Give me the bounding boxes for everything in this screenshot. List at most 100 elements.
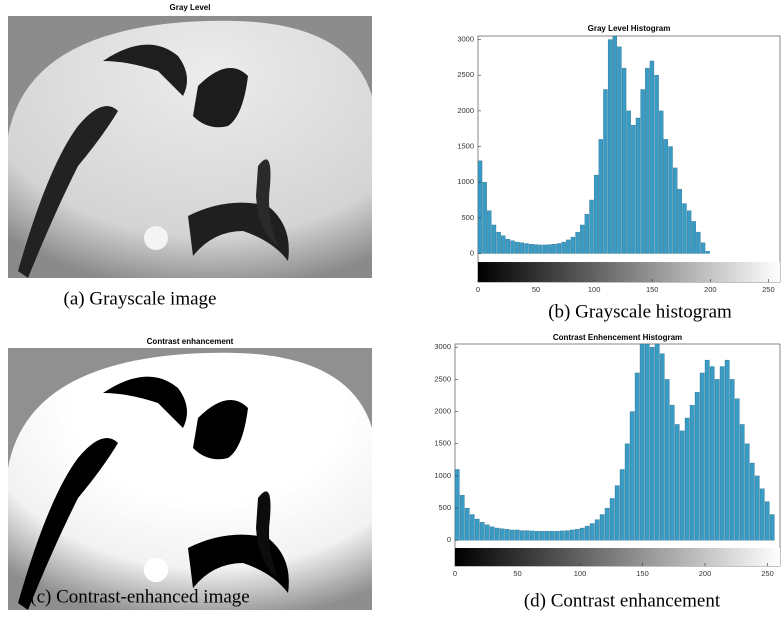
caption: (b) Grayscale histogram [548,301,732,322]
bar [490,527,494,541]
bar [511,241,515,254]
bar [600,515,604,541]
y-tick-label: 500 [438,503,451,512]
bar [566,240,570,254]
x-tick-label: 150 [646,285,659,294]
bar [622,68,626,253]
bar [552,244,556,253]
bar [557,243,561,253]
bar [730,379,734,540]
bar [696,232,700,253]
bar [685,418,689,540]
bar [555,531,559,540]
bar [500,529,504,541]
bar [665,379,669,540]
bar [495,528,499,540]
bar [487,211,491,254]
bar [765,502,769,541]
x-tick-label: 100 [574,569,587,578]
bar [635,373,639,540]
colorbar [478,262,780,282]
bar [534,245,538,254]
bar [770,515,774,541]
bar [550,531,554,540]
bar [548,245,552,254]
x-tick-label: 200 [699,569,712,578]
chart-title: Gray Level Histogram [588,24,671,33]
y-tick-label: 1000 [457,177,474,186]
bar [515,242,519,253]
bar [660,354,664,541]
bar [750,463,754,540]
y-tick-label: 0 [470,248,474,257]
bar [700,373,704,540]
bar [505,529,509,540]
x-tick-label: 50 [532,285,540,294]
bar [483,182,487,253]
bar [670,405,674,540]
bar [682,204,686,254]
x-tick-label: 50 [513,569,521,578]
bar [668,147,672,254]
bar [627,111,631,254]
bar [706,251,710,253]
bar [613,36,617,253]
bar [478,161,482,254]
bar [538,245,542,254]
bar [580,528,584,540]
bar [585,526,589,540]
bar [465,508,469,540]
bar [664,139,668,253]
bar [543,245,547,254]
bar [590,524,594,541]
x-tick-label: 100 [588,285,601,294]
bar [625,444,629,541]
bar [565,531,569,541]
figure: Gray Level (a) Grayscale image Contrast … [0,0,784,612]
bar [692,221,696,253]
x-tick-label: 0 [476,285,480,294]
bar [540,531,544,540]
y-tick-label: 1500 [457,142,474,151]
y-tick-label: 500 [461,213,474,222]
bar [520,531,524,541]
bar [570,530,574,540]
bar [617,47,621,254]
bar [720,367,724,541]
y-tick-label: 1000 [434,471,451,480]
x-tick-label: 250 [762,285,775,294]
image-title: Contrast enhancement [147,337,234,346]
caption: (c) Contrast-enhanced image [30,586,249,607]
bar [755,476,759,540]
bar [655,344,659,540]
bar [630,412,634,541]
bar [735,399,739,541]
bar [524,243,528,253]
bar [525,531,529,541]
bar [575,529,579,540]
bar [760,489,764,540]
bar [725,360,729,540]
bar [641,89,645,253]
bar [530,531,534,540]
bar [599,139,603,253]
bar [705,360,709,540]
bar [501,236,505,254]
y-tick-label: 2000 [434,407,451,416]
image-title: Gray Level [170,3,211,12]
bar [515,530,519,540]
y-tick-label: 3000 [434,342,451,351]
bar [608,40,612,254]
bar [680,431,684,540]
bar [655,75,659,253]
bar [460,495,464,540]
bar [645,68,649,253]
chart-title: Contrast Enhencement Histogram [553,333,682,342]
bar [678,189,682,253]
bar [590,200,594,253]
bar [615,486,619,541]
bar [659,111,663,254]
bar [715,379,719,540]
bar [673,168,677,254]
bar [605,508,609,540]
